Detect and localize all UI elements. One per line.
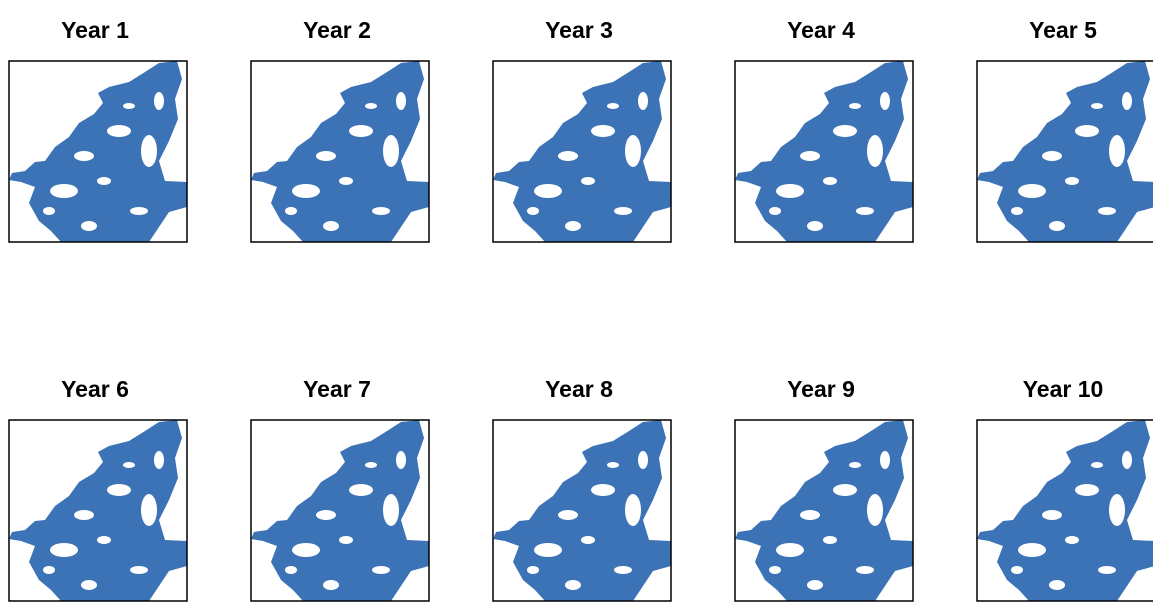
panel-title: Year 3	[545, 17, 613, 43]
panel-title: Year 5	[1029, 17, 1097, 43]
lake-map	[735, 61, 913, 242]
lake-map	[493, 61, 671, 242]
panel-title: Year 2	[303, 17, 371, 43]
lake-map	[251, 420, 429, 601]
lake-map	[9, 420, 187, 601]
lake-map	[251, 61, 429, 242]
lake-map	[977, 420, 1153, 601]
panel-title: Year 1	[61, 17, 129, 43]
lake-map	[9, 61, 187, 242]
panel-title: Year 6	[61, 376, 129, 402]
panel-title: Year 7	[303, 376, 371, 402]
lake-map	[977, 61, 1153, 242]
map-grid: Year 1 Year 2 Year 3 Year 4 Year 5 Year 6 Year…	[0, 0, 1153, 603]
lake-map	[735, 420, 913, 601]
panel-title: Year 4	[787, 17, 855, 43]
panel-title: Year 10	[1023, 376, 1104, 402]
lake-map	[493, 420, 671, 601]
panel-title: Year 8	[545, 376, 613, 402]
panel-title: Year 9	[787, 376, 855, 402]
page: {"panels": [ {"title": "Year 1"}, {"titl…	[0, 0, 1153, 603]
